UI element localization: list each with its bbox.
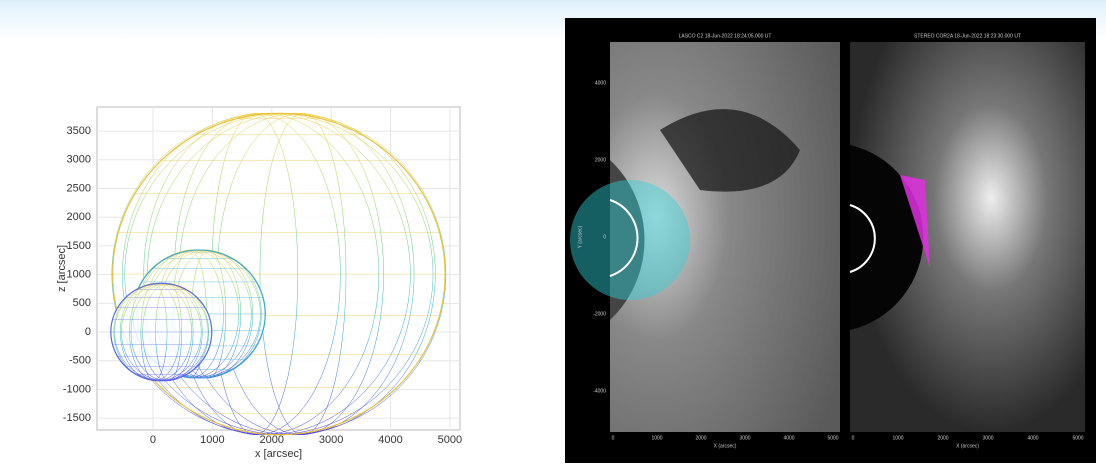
chart: 0 1000 2000 3000 4000 5000 -1500 -1000 -500 0 500 1… [56,107,462,460]
x-tick-label: 5000 [438,434,462,446]
image-y-tick: 2000 [595,157,606,163]
image-x-tick: 3000 [982,435,993,441]
y-tick-label: 1000 [67,269,91,281]
x-tick-label: 4000 [378,434,402,446]
image-x-tick: 1000 [892,435,903,441]
y-tick-label: 2000 [67,211,91,223]
image-title: STEREO COR2A 18-Jun-2022 18:23:30.000 UT [914,33,1021,39]
image-y-tick: -4000 [593,388,606,394]
image-x-tick: 5000 [827,435,838,441]
y-tick-label: -1000 [63,383,91,395]
image-x-tick: 2000 [937,435,948,441]
x-tick-label: 0 [150,434,156,446]
x-tick-label: 1000 [200,434,224,446]
image-x-tick: 2000 [695,435,706,441]
y-tick-label: 500 [73,297,91,309]
image-title: LASCO C2 18-Jun-2022 18:24:05.000 UT [679,33,772,39]
figure: 0 1000 2000 3000 4000 5000 -1500 -1000 -500 0 500 1… [0,0,1106,463]
model-overlay [570,180,690,300]
image-x-tick: 3000 [739,435,750,441]
y-axis-label: z [arcsec] [56,245,68,292]
y-tick-label: 0 [85,326,91,338]
image-x-label: X (arcsec) [956,443,979,449]
image-x-tick: 4000 [1027,435,1038,441]
image-x-tick: 4000 [783,435,794,441]
image-y-label: Y (arcsec) [577,225,583,248]
x-axis-label: x [arcsec] [255,448,302,460]
image-y-tick: -2000 [593,311,606,317]
page: 0 1000 2000 3000 4000 5000 -1500 -1000 -500 0 500 1… [0,0,1106,468]
y-tick-label: -1500 [63,412,91,424]
image-x-tick: 1000 [651,435,662,441]
image-y-tick: 4000 [595,80,606,86]
y-tick-label: 2500 [67,182,91,194]
y-tick-label: 3000 [67,154,91,166]
image-x-tick: 5000 [1072,435,1083,441]
y-tick-label: -500 [69,355,91,367]
y-tick-label: 3500 [67,125,91,137]
mesh-sphere [111,283,212,381]
x-tick-label: 2000 [260,434,284,446]
image-x-tick: 0 [612,435,615,441]
x-tick-label: 3000 [319,434,343,446]
image-y-tick: 0 [603,234,606,240]
image-x-label: X (arcsec) [714,443,737,449]
coronagraph-images: LASCO C2 18-Jun-2022 18:24:05.000 UT STER… [565,18,1096,463]
y-tick-label: 1500 [67,240,91,252]
image-x-tick: 0 [852,435,855,441]
